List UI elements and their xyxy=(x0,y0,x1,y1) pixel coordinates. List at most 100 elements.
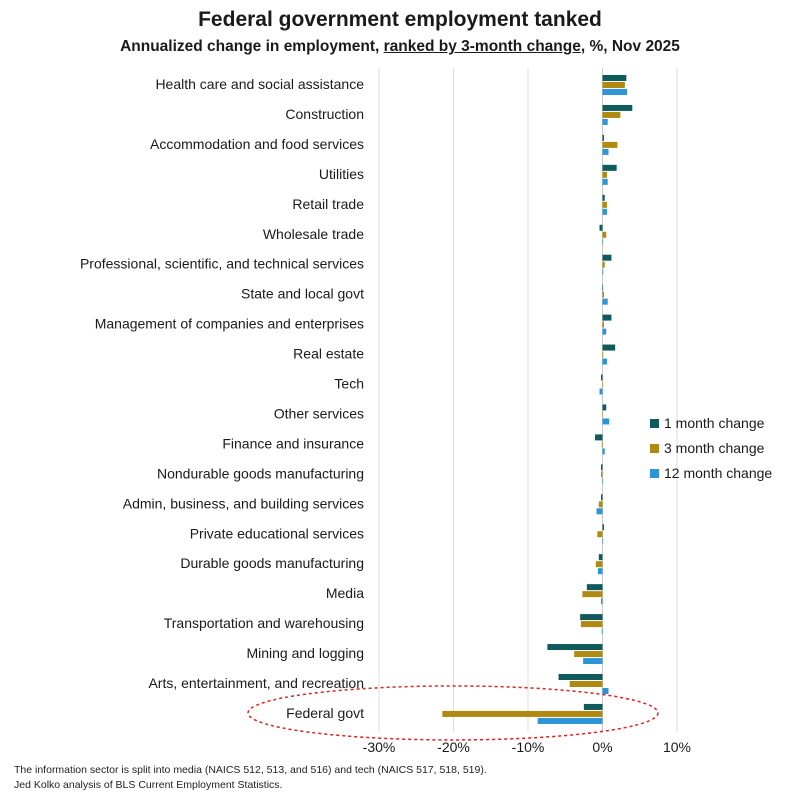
legend-label: 12 month change xyxy=(664,465,772,481)
highlight-ellipse xyxy=(247,685,659,741)
bar xyxy=(602,418,610,425)
bar xyxy=(602,171,607,178)
bar xyxy=(602,118,608,125)
footnote-source: Jed Kolko analysis of BLS Current Employ… xyxy=(14,779,283,791)
bar xyxy=(586,584,603,591)
category-label: Construction xyxy=(285,106,364,122)
x-tick-label: -30% xyxy=(363,739,396,755)
bar xyxy=(602,164,617,171)
bar xyxy=(595,561,603,568)
bar xyxy=(602,321,604,328)
bar xyxy=(602,268,604,275)
bar xyxy=(602,344,616,351)
bar xyxy=(601,441,603,448)
bar xyxy=(602,261,605,268)
bar xyxy=(597,531,603,538)
bar xyxy=(601,628,603,635)
category-label: Mining and logging xyxy=(246,645,364,661)
bar xyxy=(596,508,603,515)
bar xyxy=(602,404,607,411)
bar xyxy=(602,238,604,245)
x-tick-label: 10% xyxy=(663,739,691,755)
bar xyxy=(583,703,603,710)
legend-swatch xyxy=(650,469,659,478)
bar xyxy=(602,254,612,261)
bar xyxy=(582,591,603,598)
category-label: Utilities xyxy=(319,166,364,182)
bar xyxy=(580,621,603,628)
bar xyxy=(442,710,603,717)
bar xyxy=(580,614,603,621)
bar xyxy=(602,208,607,215)
category-label: Federal govt xyxy=(286,705,364,721)
bar xyxy=(601,494,603,501)
category-label: Health care and social assistance xyxy=(155,76,364,92)
category-label: Finance and insurance xyxy=(222,435,364,451)
bar xyxy=(602,298,608,305)
legend-swatch xyxy=(650,419,659,428)
x-tick-label: 0% xyxy=(592,739,612,755)
bar xyxy=(602,448,605,455)
bar xyxy=(583,658,603,665)
footnote-info-sector: The information sector is split into med… xyxy=(14,764,487,776)
category-label: Transportation and warehousing xyxy=(164,615,364,631)
bar xyxy=(602,478,604,485)
category-label: Other services xyxy=(274,405,364,421)
category-label: State and local govt xyxy=(241,286,364,302)
bar xyxy=(598,501,603,508)
category-label: Durable goods manufacturing xyxy=(180,555,364,571)
category-label: Nondurable goods manufacturing xyxy=(157,465,364,481)
category-label: Professional, scientific, and technical … xyxy=(80,256,364,272)
bar xyxy=(602,524,604,531)
category-label: Management of companies and enterprises xyxy=(95,316,364,332)
bar xyxy=(602,111,621,118)
subtitle-suffix: , %, Nov 2025 xyxy=(580,38,680,55)
category-label: Arts, entertainment, and recreation xyxy=(148,675,364,691)
bar xyxy=(602,284,604,291)
legend-swatch xyxy=(650,444,659,453)
bar xyxy=(602,314,612,321)
category-label: Admin, business, and building services xyxy=(123,495,364,511)
category-label: Retail trade xyxy=(292,196,364,212)
bar xyxy=(602,134,604,141)
bar xyxy=(602,291,604,298)
chart-title: Federal government employment tanked xyxy=(198,8,602,31)
category-label: Wholesale trade xyxy=(263,226,364,242)
bar xyxy=(574,651,603,658)
legend-label: 3 month change xyxy=(664,440,765,456)
bar xyxy=(547,644,603,651)
bar xyxy=(601,464,603,471)
category-label: Private educational services xyxy=(190,525,364,541)
bar xyxy=(602,688,609,694)
bar xyxy=(569,681,603,687)
chart-subtitle: Annualized change in employment, ranked … xyxy=(0,38,800,56)
bar xyxy=(602,538,604,545)
bar xyxy=(602,358,607,365)
bar-chart: -30% -20% -10% 0% 10% Health care and social … xyxy=(80,68,772,755)
bar xyxy=(595,434,603,441)
category-label: Accommodation and food services xyxy=(150,136,364,152)
bar xyxy=(602,89,628,95)
bar xyxy=(602,104,633,111)
bar xyxy=(599,388,603,395)
bar xyxy=(602,381,604,388)
subtitle-prefix: Annualized change in employment, xyxy=(120,38,384,55)
bar xyxy=(599,224,603,231)
bar xyxy=(602,328,607,335)
bar xyxy=(537,717,603,724)
bar xyxy=(601,374,603,381)
bar xyxy=(602,194,605,201)
x-tick-label: -20% xyxy=(437,739,470,755)
bar xyxy=(598,568,603,575)
bar xyxy=(602,411,604,418)
bar xyxy=(598,554,603,561)
category-label: Real estate xyxy=(293,346,364,362)
bar xyxy=(601,471,603,478)
category-label: Media xyxy=(326,585,364,601)
bar xyxy=(602,82,625,88)
bar xyxy=(602,141,618,148)
x-tick-label: -10% xyxy=(512,739,545,755)
bar xyxy=(602,351,604,358)
bar xyxy=(602,201,607,208)
bar xyxy=(602,231,607,238)
